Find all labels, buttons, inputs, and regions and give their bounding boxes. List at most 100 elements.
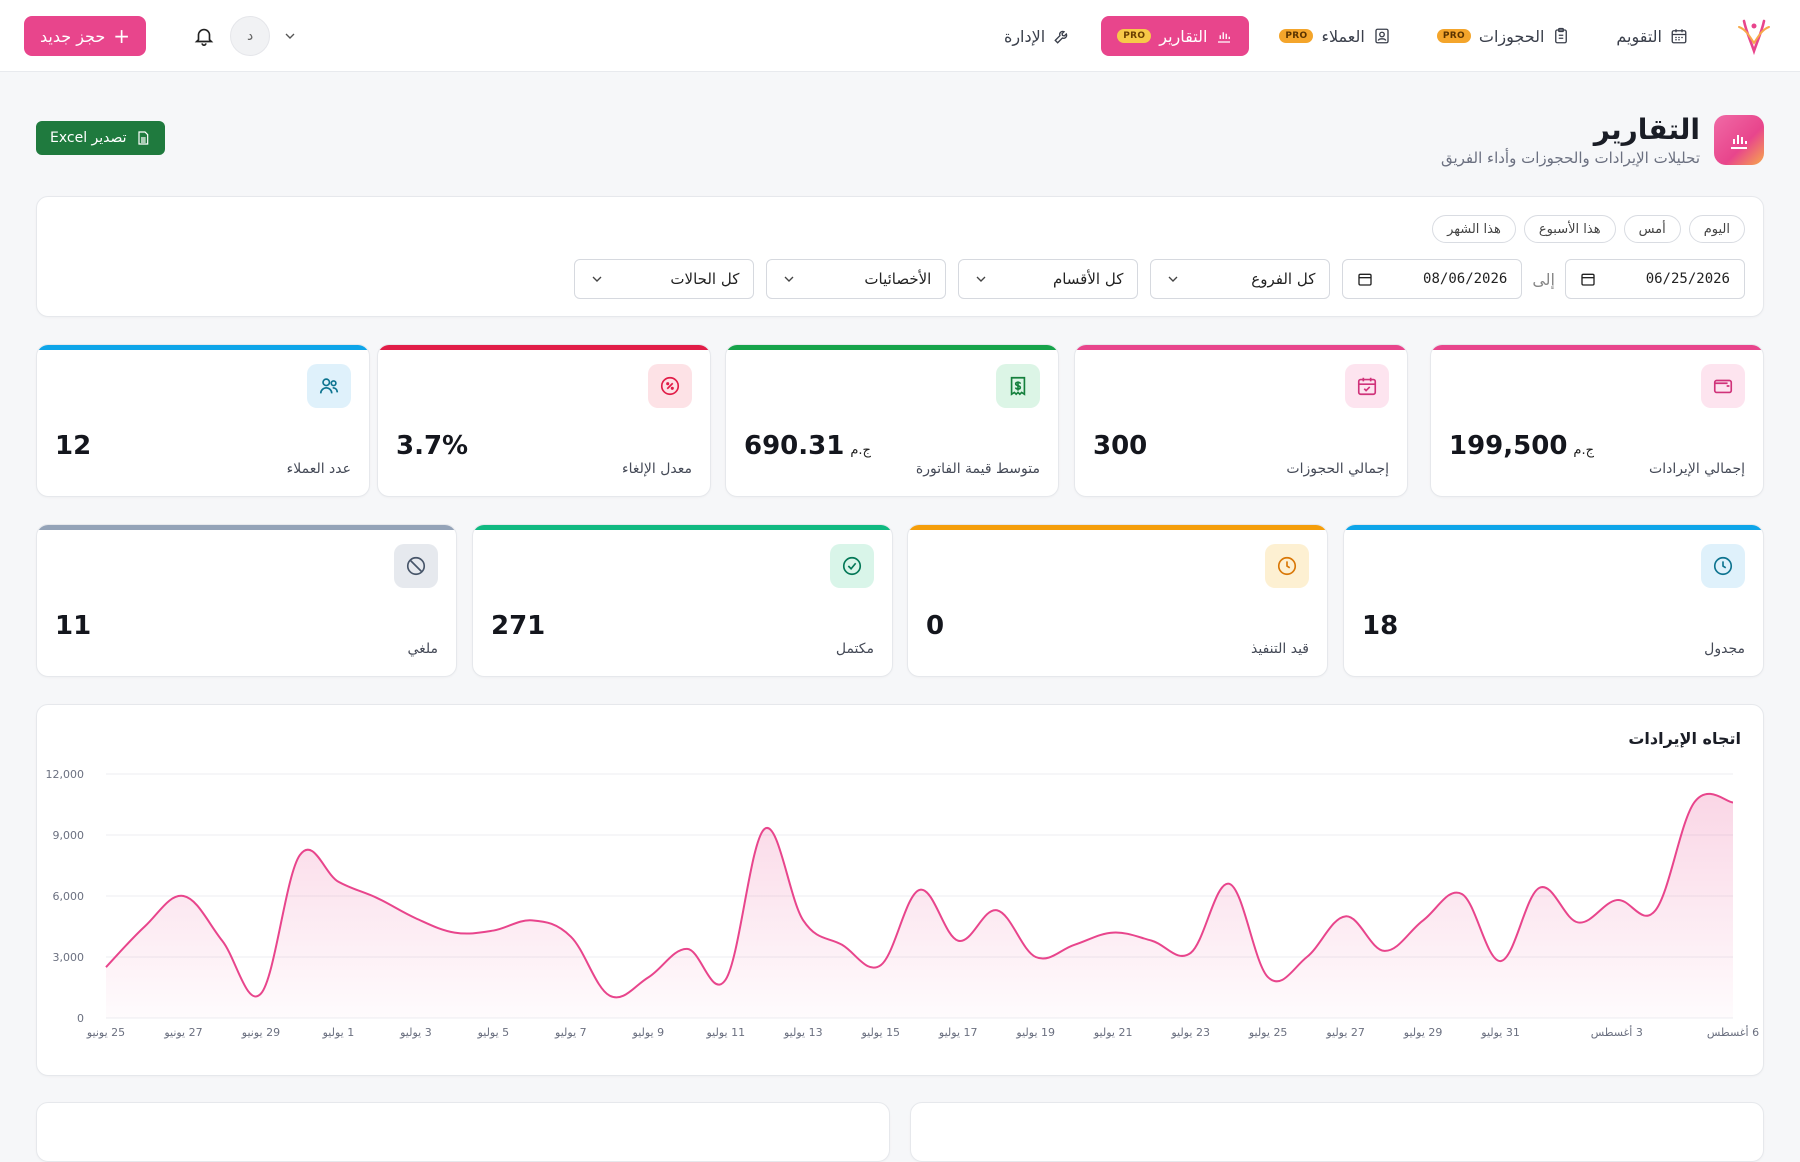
check-circle-icon — [830, 544, 874, 588]
stat-label: قيد التنفيذ — [1251, 641, 1309, 657]
chart-title: اتجاه الإيرادات — [1628, 729, 1741, 748]
stat-value: 690.31 ج.م — [744, 431, 871, 461]
nav-label: التقويم — [1616, 26, 1662, 46]
plus-icon: + — [113, 24, 131, 48]
stat-value: 0 — [926, 611, 944, 641]
wrench-icon — [1054, 30, 1068, 44]
stat-card-avg-invoice: 690.31 ج.م متوسط قيمة الفاتورة — [725, 344, 1059, 497]
date-to-input[interactable]: 08/06/2026 — [1342, 259, 1523, 299]
x-tick-label: 15 يوليو — [860, 1026, 900, 1039]
bottom-card-right — [910, 1102, 1764, 1162]
x-tick-label: 29 يوليو — [1403, 1026, 1443, 1039]
calendar-icon — [1358, 273, 1373, 286]
preset-yesterday[interactable]: أمس — [1623, 215, 1681, 243]
chevron-down-icon[interactable] — [282, 28, 298, 44]
x-tick-label: 25 يوليو — [1248, 1026, 1288, 1039]
to-label: إلى — [1532, 269, 1555, 289]
x-tick-label: 21 يوليو — [1093, 1026, 1133, 1039]
x-tick-label: 9 يوليو — [632, 1026, 665, 1039]
stat-label: مكتمل — [835, 641, 874, 657]
notifications-button[interactable] — [190, 22, 218, 50]
revenue-area-chart: 0 3,000 6,000 9,000 12,000 25 يونيو 27 يونيو 29… — [46, 768, 1760, 1039]
receipt-icon — [996, 364, 1040, 408]
page-header: التقارير تحليلات الإيرادات والحجوزات وأد… — [1441, 113, 1764, 167]
contact-card-icon — [1375, 28, 1389, 44]
accent-bar — [37, 345, 369, 350]
accent-bar — [1431, 345, 1763, 350]
nav-item-admin[interactable]: الإدارة — [988, 16, 1087, 56]
avatar[interactable]: د — [230, 16, 271, 56]
wallet-icon — [1701, 364, 1745, 408]
currency: ج.م — [850, 443, 871, 458]
clipboard-icon — [1555, 27, 1568, 44]
y-tick-label: 3,000 — [53, 951, 85, 964]
revenue-trend-card: اتجاه الإيرادات 0 3,000 6,000 9,000 12,000 25… — [36, 704, 1764, 1076]
clients-value: 12 — [55, 431, 92, 461]
specialist-select[interactable]: الأخصائيات — [766, 259, 947, 299]
export-excel-button[interactable]: تصدير Excel — [36, 121, 165, 155]
y-tick-label: 0 — [77, 1012, 84, 1025]
spreadsheet-icon — [137, 131, 148, 145]
x-tick-label: 1 يوليو — [322, 1026, 355, 1039]
department-select[interactable]: كل الأقسام — [958, 259, 1139, 299]
users-icon — [307, 364, 351, 408]
stat-label: عدد العملاء — [286, 461, 351, 477]
x-tick-label: 7 يوليو — [554, 1026, 587, 1039]
x-tick-label: 23 يوليو — [1170, 1026, 1210, 1039]
accent-bar — [1344, 525, 1763, 530]
stat-card-cancelled: 11 ملغي — [36, 524, 457, 677]
brand-logo[interactable] — [1736, 17, 1772, 56]
x-tick-label: 19 يوليو — [1015, 1026, 1055, 1039]
accent-bar — [378, 345, 710, 350]
nav-item-clients[interactable]: العملاء PRO — [1263, 16, 1406, 56]
stat-card-clients: 12 عدد العملاء — [36, 344, 370, 497]
chevron-down-icon — [1168, 276, 1178, 282]
new-booking-button[interactable]: + حجز جديد — [24, 16, 147, 56]
accent-bar — [473, 525, 892, 530]
revenue-area-fill — [106, 793, 1733, 1018]
new-booking-label: حجز جديد — [40, 26, 106, 46]
stat-value: 271 — [491, 611, 545, 641]
page-subtitle: تحليلات الإيرادات والحجوزات وأداء الفريق — [1440, 149, 1700, 167]
avg-invoice-value: 690.31 — [744, 431, 845, 461]
top-actions: + حجز جديد د — [24, 16, 298, 56]
branch-select[interactable]: كل الفروع — [1150, 259, 1331, 299]
pro-badge: PRO — [1117, 29, 1152, 43]
stat-label: مجدول — [1704, 641, 1745, 657]
page-title: التقارير — [1593, 113, 1700, 146]
x-tick-label: 31 يوليو — [1480, 1026, 1520, 1039]
revenue-value: 199,500 — [1449, 431, 1568, 461]
reports-icon — [1714, 115, 1764, 165]
bar-chart-icon — [1218, 32, 1231, 43]
preset-today[interactable]: اليوم — [1688, 215, 1745, 243]
date-from-input[interactable]: 06/25/2026 — [1565, 259, 1745, 299]
accent-bar — [726, 345, 1058, 350]
x-tick-label: 13 يوليو — [783, 1026, 823, 1039]
nav-item-calendar[interactable]: التقويم — [1600, 16, 1704, 56]
x-tick-label: 25 يونيو — [86, 1026, 125, 1039]
y-tick-label: 12,000 — [46, 768, 85, 781]
nav-item-bookings[interactable]: الحجوزات PRO — [1421, 16, 1587, 56]
stat-card-revenue: 199,500 ج.م إجمالي الإيرادات — [1430, 344, 1764, 497]
calendar-icon — [1671, 29, 1687, 44]
x-tick-label: 27 يونيو — [163, 1026, 202, 1039]
nav-item-reports[interactable]: التقارير PRO — [1101, 16, 1250, 56]
cancelled-value: 11 — [55, 611, 92, 641]
y-tick-label: 9,000 — [53, 829, 85, 842]
preset-this-week[interactable]: هذا الأسبوع — [1523, 215, 1616, 243]
currency: ج.م — [1573, 443, 1594, 458]
x-tick-label: 3 أغسطس — [1591, 1025, 1643, 1039]
department-value: كل الأقسام — [1052, 270, 1124, 288]
status-select[interactable]: كل الحالات — [574, 259, 755, 299]
x-tick-label: 6 أغسطس — [1707, 1025, 1759, 1039]
export-label: تصدير Excel — [50, 130, 127, 146]
date-to-value: 08/06/2026 — [1423, 271, 1508, 287]
scheduled-value: 18 — [1362, 611, 1399, 641]
chevron-down-icon — [592, 276, 602, 282]
nav-label: الحجوزات — [1478, 26, 1545, 46]
pro-badge: PRO — [1436, 29, 1471, 43]
preset-this-month[interactable]: هذا الشهر — [1432, 215, 1516, 243]
stat-value: 12 — [55, 431, 91, 461]
stat-label: متوسط قيمة الفاتورة — [915, 461, 1040, 477]
date-from-value: 06/25/2026 — [1645, 271, 1730, 287]
